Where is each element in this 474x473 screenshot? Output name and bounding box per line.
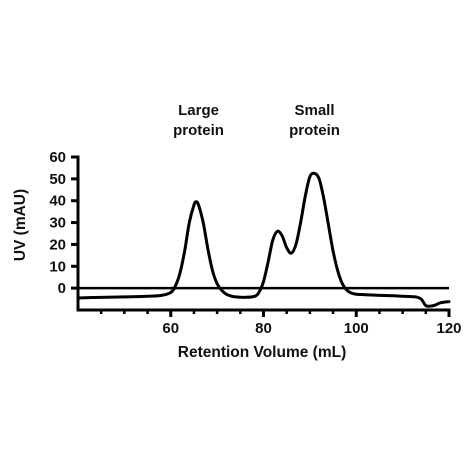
annotation-line: Small [294, 102, 334, 119]
series-line-0 [76, 171, 451, 308]
annotation-layer: Large protein Small protein [173, 102, 340, 139]
y-tick-label: 30 [49, 215, 66, 232]
y-axis: 0 10 20 30 40 50 60 [49, 149, 80, 312]
y-tick-label: 0 [58, 280, 66, 297]
x-axis: 60 80 100 120 [76, 286, 462, 337]
y-tick-label: 40 [49, 193, 66, 210]
annotation-line: protein [289, 122, 340, 139]
x-axis-title: Retention Volume (mL) [178, 344, 347, 361]
x-tick-label: 120 [436, 320, 461, 337]
x-tick-label: 100 [344, 320, 369, 337]
annotation-line: Large [178, 102, 219, 119]
y-tick-label: 10 [49, 258, 66, 275]
peak-annotation-0: Large protein [173, 102, 224, 139]
y-tick-label: 20 [49, 236, 66, 253]
annotation-line: protein [173, 122, 224, 139]
x-tick-label: 80 [255, 320, 272, 337]
y-axis-title: UV (mAU) [12, 189, 29, 261]
y-tick-label: 50 [49, 171, 66, 188]
peak-annotation-1: Small protein [289, 102, 340, 139]
x-tick-label: 60 [162, 320, 179, 337]
y-tick-label: 60 [49, 149, 66, 166]
series-layer [76, 171, 451, 308]
